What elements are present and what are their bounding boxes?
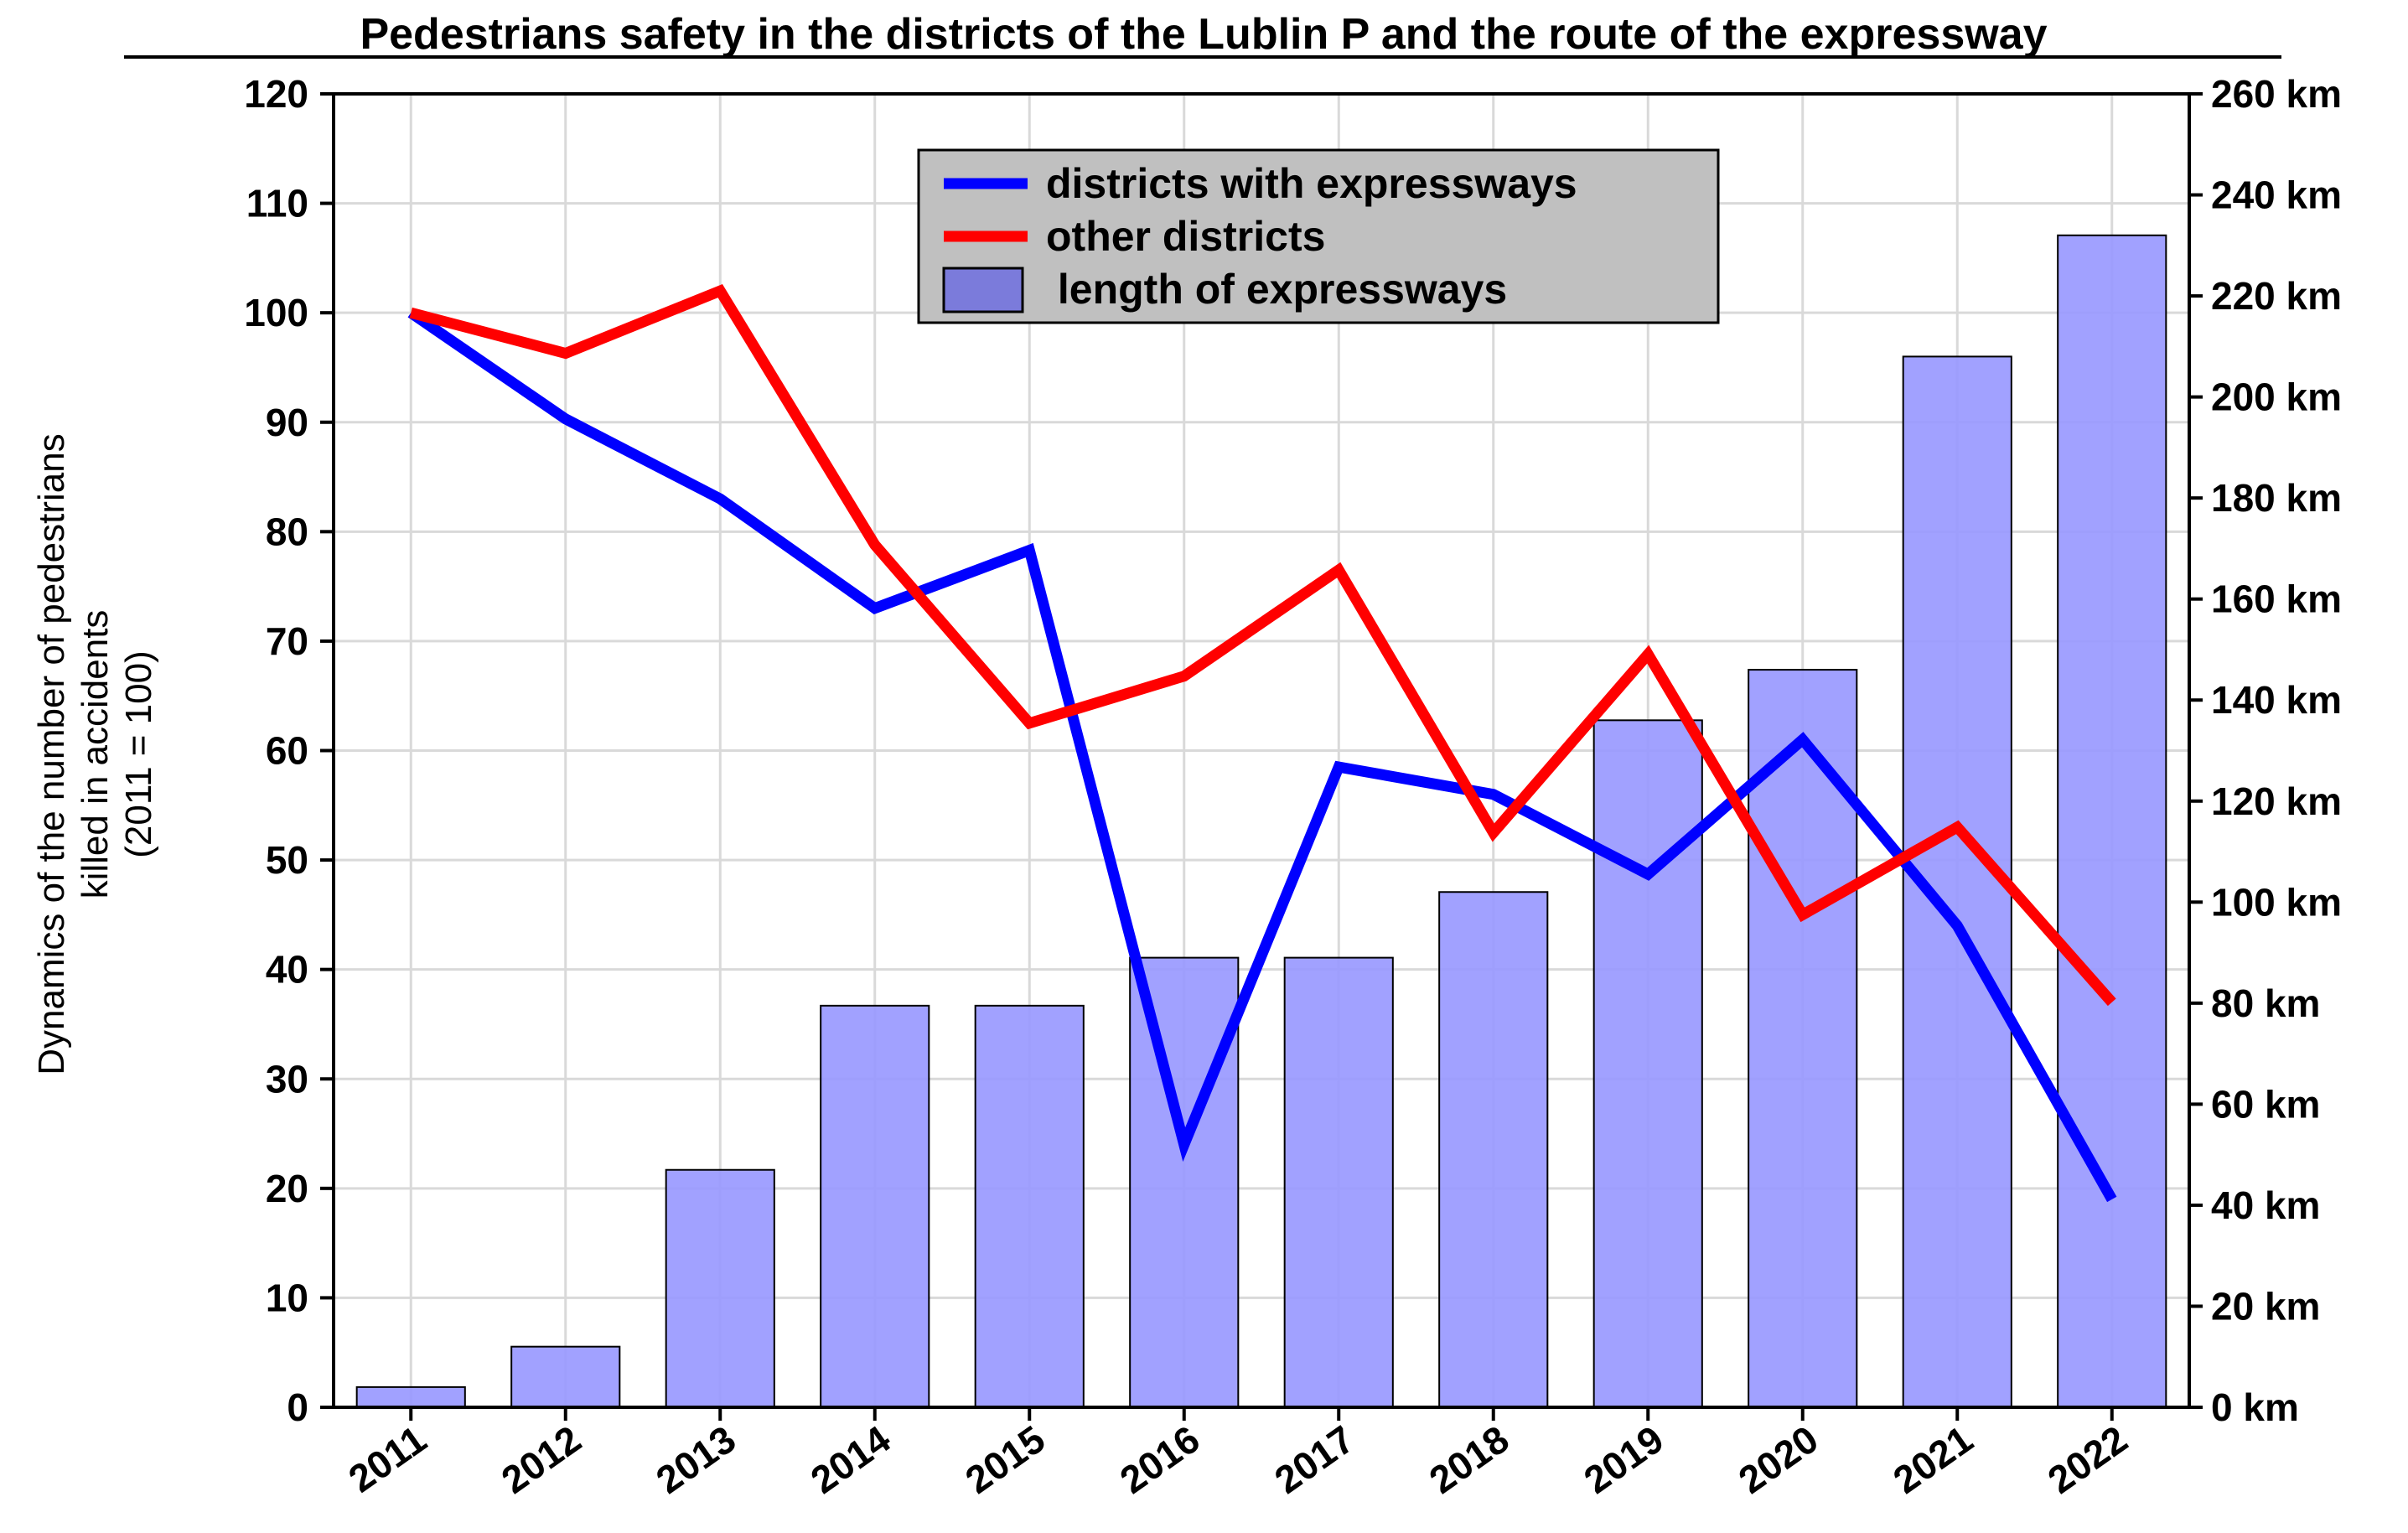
y-tick-label: 90: [266, 401, 308, 444]
y2-tick-label: 80 km: [2211, 981, 2320, 1025]
y2-tick-label: 260 km: [2211, 72, 2342, 116]
y2-tick-label: 60 km: [2211, 1082, 2320, 1126]
y2-tick-label: 20 km: [2211, 1284, 2320, 1328]
bar-2012: [510, 1345, 621, 1408]
legend-label-length-of-expressways: length of expressways: [1046, 266, 1507, 313]
x-tick-label: 2017: [1266, 1417, 1362, 1502]
x-tick-label: 2016: [1112, 1417, 1208, 1502]
x-tick-label: 2015: [957, 1417, 1053, 1502]
bar-2013: [665, 1168, 775, 1408]
y2-tick-label: 140 km: [2211, 678, 2342, 722]
bar-2016: [1129, 956, 1240, 1409]
y-tick-label: 40: [266, 948, 308, 992]
y-tick-label: 60: [266, 729, 308, 773]
bar-2014: [820, 1004, 930, 1408]
y-axis-label: Dynamics of the number of pedestrians ki…: [31, 433, 159, 1075]
y-tick-label: 120: [244, 72, 308, 116]
y2-tick-label: 120 km: [2211, 779, 2342, 823]
bar-2017: [1283, 956, 1394, 1409]
x-tick-label: 2018: [1421, 1417, 1517, 1502]
y-tick-label: 80: [266, 510, 308, 553]
y2-tick-label: 100 km: [2211, 880, 2342, 924]
y-tick-label: 100: [244, 291, 308, 334]
x-tick-label: 2019: [1576, 1417, 1671, 1502]
y2-tick-label: 180 km: [2211, 476, 2342, 520]
x-axis: 2011 2012 2013 2014 2015 2016 2017 2018 2019 2020…: [340, 1407, 2135, 1502]
y-axis-label-line-3: (2011 = 100): [118, 650, 159, 857]
legend-label-other-districts: other districts: [1046, 213, 1325, 260]
y-tick-label: 70: [266, 619, 308, 663]
x-tick-label: 2020: [1731, 1417, 1826, 1502]
chart-title: Pedestrians safety in the districts of t…: [360, 10, 2047, 59]
y2-tick-label: 240 km: [2211, 173, 2342, 217]
x-tick-label: 2014: [803, 1416, 898, 1502]
legend-label-districts-with-expressways: districts with expressways: [1046, 160, 1577, 207]
y-tick-label: 20: [266, 1167, 308, 1210]
legend-box: [917, 148, 1720, 324]
y-tick-label: 50: [266, 838, 308, 882]
y-axis-right: 0 km 20 km 40 km 60 km 80 km 100 km 120 km 140 …: [2189, 72, 2342, 1429]
y2-tick-label: 0 km: [2211, 1385, 2299, 1429]
x-tick-label: 2021: [1885, 1417, 1981, 1502]
y2-tick-label: 160 km: [2211, 577, 2342, 621]
x-tick-label: 2013: [648, 1417, 743, 1502]
x-tick-label: 2011: [340, 1417, 434, 1501]
bar-2018: [1438, 891, 1549, 1409]
line-districts-with-expressways: [407, 308, 2117, 1203]
y-tick-label: 30: [266, 1057, 308, 1101]
line-series: [407, 283, 2117, 1203]
line-other-districts: [409, 283, 2116, 1007]
bar-2019: [1592, 719, 1703, 1408]
bar-2022: [2057, 234, 2167, 1408]
x-tick-label: 2022: [2040, 1417, 2136, 1502]
y-tick-label: 0: [287, 1385, 308, 1429]
legend-swatch-length-of-expressways: [942, 267, 1024, 313]
y-axis-label-line-2: killed in accidents: [75, 610, 116, 899]
x-tick-label: 2012: [494, 1417, 589, 1502]
y2-tick-label: 200 km: [2211, 375, 2342, 419]
y2-tick-label: 220 km: [2211, 274, 2342, 318]
bar-series: [355, 234, 2167, 1409]
y-tick-label: 110: [246, 182, 308, 225]
y-axis-label-line-1: Dynamics of the number of pedestrians: [31, 433, 72, 1075]
y-tick-label: 10: [266, 1276, 308, 1319]
bar-2015: [974, 1004, 1085, 1408]
legend: districts with expressways other distric…: [917, 148, 1720, 324]
y2-tick-label: 40 km: [2211, 1183, 2320, 1227]
y-axis-left: 0 10 20 30 40 50 60 70 80 90 100 110 120: [244, 72, 334, 1429]
bar-2011: [355, 1385, 466, 1409]
